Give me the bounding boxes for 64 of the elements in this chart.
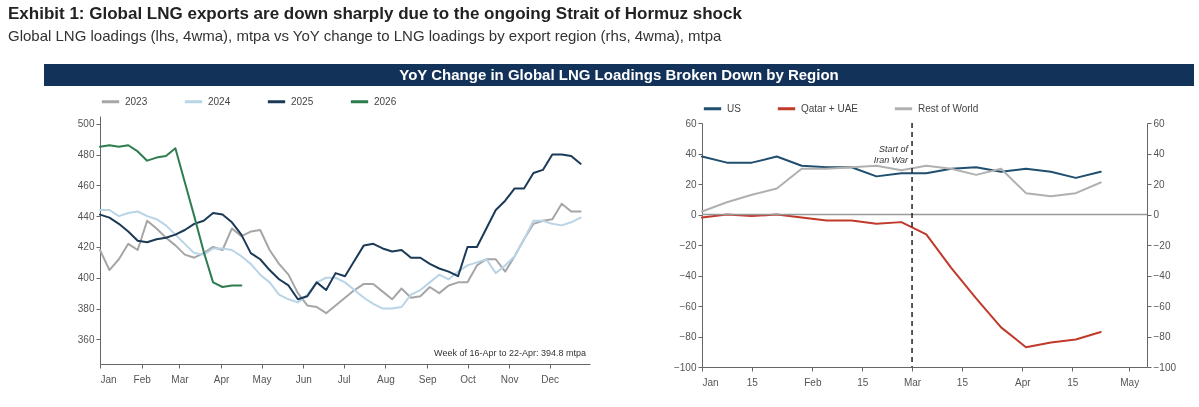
x-tick-label: Apr <box>1015 376 1032 388</box>
x-tick-label: 15 <box>857 376 869 388</box>
y-tick-label: 400 <box>77 272 95 284</box>
x-tick-label: 15 <box>1067 376 1079 388</box>
y-tick-label: 420 <box>77 241 95 253</box>
y-tick-label: −40 <box>679 270 697 281</box>
y2-tick-label: −60 <box>1153 300 1171 312</box>
y2-tick-label: 40 <box>1153 148 1166 159</box>
x-tick-label: 15 <box>956 376 969 388</box>
legend-label: 2024 <box>208 95 231 107</box>
legend-label: 2023 <box>125 95 148 107</box>
y-tick-label: 60 <box>685 117 697 129</box>
y-tick-label: 460 <box>77 179 95 191</box>
y-tick-label: 380 <box>77 303 95 315</box>
y2-tick-label: 20 <box>1153 178 1166 190</box>
x-tick-label: Jun <box>295 373 312 385</box>
x-tick-label: Jul <box>337 373 351 385</box>
line-series <box>99 153 582 301</box>
chart-title: YoY Change in Global LNG Loadings Broken Down by Region <box>44 64 1194 86</box>
x-tick-label: Apr <box>213 373 231 385</box>
legend-label: 2025 <box>291 95 314 107</box>
x-tick-label: Feb <box>804 376 822 388</box>
line-series <box>99 144 243 288</box>
x-tick-label: Jan <box>100 373 117 385</box>
x-tick-label: May <box>1120 376 1140 388</box>
y-tick-label: 40 <box>685 148 697 159</box>
x-tick-label: Mar <box>903 376 922 388</box>
annotation: Week of 16-Apr to 22-Apr: 394.8 mtpa <box>434 348 586 358</box>
y2-tick-label: −100 <box>1153 361 1177 373</box>
legend-label: Qatar + UAE <box>801 102 859 114</box>
y-tick-label: 20 <box>685 178 697 190</box>
y-tick-label: −80 <box>679 331 697 342</box>
x-tick-label: Aug <box>376 373 395 385</box>
line-series <box>701 155 1102 179</box>
y2-tick-label: −40 <box>1153 270 1171 281</box>
y2-tick-label: 0 <box>1153 209 1160 220</box>
chart-title: Exhibit 1: Global LNG exports are down sharply due to the ongoing Strait of Hormuz shock <box>8 4 742 24</box>
legend-label: US <box>727 102 742 114</box>
x-tick-label: Dec <box>541 373 560 385</box>
x-tick-label: Oct <box>460 373 476 385</box>
line-series <box>701 164 1102 213</box>
x-tick-label: Jan <box>702 376 719 388</box>
y-tick-label: 440 <box>77 210 95 222</box>
x-tick-label: Nov <box>500 373 519 385</box>
x-tick-label: 15 <box>746 376 759 388</box>
y2-tick-label: −20 <box>1153 239 1171 251</box>
y-tick-label: −60 <box>679 300 697 312</box>
y-tick-label: −20 <box>679 239 697 251</box>
x-tick-label: Sep <box>418 373 437 385</box>
chart-subtitle: Global LNG loadings (lhs, 4wma), mtpa vs YoY change to LNG loadings by export region (rhs, 4wma), mtpa <box>8 27 722 44</box>
y-tick-label: 360 <box>77 333 95 345</box>
line-series <box>701 213 1102 349</box>
legend-label: 2026 <box>374 95 397 107</box>
x-tick-label: May <box>252 373 272 385</box>
x-tick-label: Mar <box>171 373 190 385</box>
y2-tick-label: −80 <box>1153 331 1171 342</box>
y-tick-label: 500 <box>77 118 95 130</box>
y-tick-label: −100 <box>673 361 697 373</box>
y-tick-label: 0 <box>690 209 697 220</box>
legend-label: Rest of World <box>918 102 979 114</box>
ref-line-label: Start of Iran War <box>873 144 910 165</box>
y-tick-label: 480 <box>77 149 95 161</box>
y2-tick-label: 60 <box>1153 117 1166 129</box>
x-tick-label: Feb <box>133 373 152 385</box>
